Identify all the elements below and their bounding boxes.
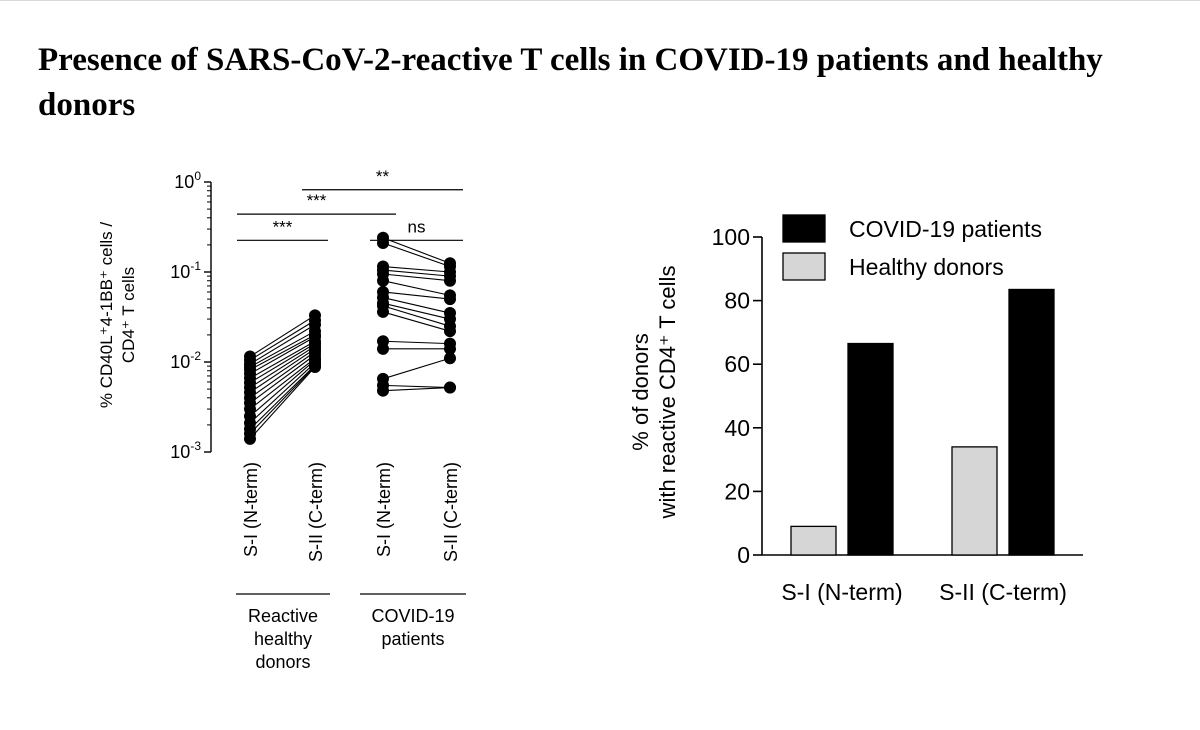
- y-tick-label: 10-1: [170, 259, 201, 282]
- covid-point-s2: [444, 293, 456, 306]
- healthy-pair-line: [249, 354, 316, 404]
- healthy-pair-line: [249, 351, 316, 399]
- healthy-pair-line: [249, 364, 316, 430]
- group-label: COVID-19: [371, 606, 454, 626]
- healthy-pair-line: [249, 324, 316, 365]
- significance-label: ***: [307, 191, 327, 210]
- healthy-pair-line: [249, 348, 316, 393]
- healthy-pair-line: [249, 365, 316, 435]
- y-axis-label-line1: % CD40L⁺4-1BB⁺ cells /: [97, 222, 116, 408]
- x-category-label: S-II (C-term): [306, 462, 326, 562]
- covid-point-s1: [377, 342, 389, 355]
- healthy-pair-line: [249, 359, 316, 417]
- covid-pair-line: [382, 291, 451, 300]
- page-title: Presence of SARS-CoV-2-reactive T cells …: [38, 42, 1103, 123]
- significance-label: ***: [273, 217, 293, 236]
- covid-pair-line: [382, 242, 451, 268]
- x-category-label: S-I (N-term): [374, 462, 394, 557]
- healthy-pair-line: [249, 362, 316, 424]
- healthy-pair-line: [249, 343, 316, 384]
- covid-pair-line: [382, 269, 451, 277]
- covid-pair-line: [382, 340, 451, 345]
- healthy-pair-line: [249, 345, 316, 389]
- top-divider: [0, 0, 1200, 1]
- covid-point-s2: [444, 381, 456, 394]
- y-tick-label: 60: [724, 351, 750, 377]
- x-category-label: S-I (N-term): [781, 579, 902, 605]
- group-label: donors: [255, 652, 310, 672]
- covid-point-s1: [377, 384, 389, 397]
- group-label: Reactive: [248, 606, 318, 626]
- y-axis-label: % of donors with reactive CD4⁺ T cells: [628, 266, 680, 520]
- bar-healthy: [790, 525, 837, 556]
- healthy-pair-line: [249, 319, 316, 361]
- paired-dot-plot: 100 10-1 10-2 10-3 % CD40L⁺4-1BB⁺ cells / CD4…: [97, 167, 466, 672]
- covid-pair-line: [382, 357, 451, 380]
- legend-swatch: [782, 252, 826, 281]
- significance-label: **: [376, 167, 390, 186]
- covid-point-s2: [444, 342, 456, 355]
- covid-pair-line: [382, 384, 451, 389]
- covid-point-s1: [377, 305, 389, 318]
- y-tick-label: 80: [724, 288, 750, 314]
- legend-label: Healthy donors: [849, 254, 1004, 280]
- group-label: patients: [381, 629, 444, 649]
- y-tick-label: 100: [174, 169, 201, 192]
- covid-pair-line: [382, 280, 451, 296]
- y-tick-label: 10-3: [170, 439, 201, 462]
- covid-point-s2: [444, 325, 456, 338]
- legend-swatch: [782, 214, 826, 243]
- y-tick-label: 0: [737, 542, 750, 568]
- healthy-pair-line: [249, 336, 316, 375]
- x-category-label: S-I (N-term): [241, 462, 261, 557]
- covid-pair-line: [382, 265, 451, 273]
- y-axis-label-line1: % of donors: [628, 333, 653, 450]
- covid-point-s2: [444, 352, 456, 365]
- significance-label: ns: [408, 217, 426, 236]
- legend-label: COVID-19 patients: [849, 216, 1042, 242]
- covid-pair-line: [382, 302, 451, 320]
- bar-covid: [847, 342, 894, 556]
- covid-point-s2: [444, 274, 456, 287]
- covid-pair-line: [382, 311, 451, 332]
- healthy-pair-line: [249, 357, 316, 410]
- covid-pair-line: [382, 297, 451, 314]
- y-tick-label: 40: [724, 415, 750, 441]
- x-category-label: S-II (C-term): [939, 579, 1067, 605]
- healthy-pair-line: [249, 330, 316, 368]
- covid-point-s1: [377, 274, 389, 287]
- covid-pair-line: [382, 305, 451, 327]
- group-label: healthy: [254, 629, 312, 649]
- covid-pair-line: [382, 273, 451, 282]
- x-category-label: S-II (C-term): [441, 462, 461, 562]
- y-axis-label-line2: with reactive CD4⁺ T cells: [655, 266, 680, 520]
- healthy-pair-line: [249, 366, 316, 440]
- y-tick-label: 10-2: [170, 349, 201, 372]
- y-tick-label: 100: [712, 224, 750, 250]
- healthy-pair-line: [249, 314, 316, 358]
- covid-pair-line: [382, 387, 451, 392]
- y-axis-label-line2: CD4⁺ T cells: [119, 267, 138, 363]
- bar-covid: [1008, 288, 1055, 556]
- y-tick-label: 20: [724, 478, 750, 504]
- healthy-point-s2: [309, 360, 321, 373]
- y-axis-label: % CD40L⁺4-1BB⁺ cells / CD4⁺ T cells: [97, 222, 138, 408]
- healthy-pair-line: [249, 340, 316, 379]
- healthy-pair-line: [249, 334, 316, 371]
- covid-pair-line: [382, 237, 451, 264]
- bar-healthy: [951, 446, 998, 556]
- healthy-point-s1: [244, 432, 256, 445]
